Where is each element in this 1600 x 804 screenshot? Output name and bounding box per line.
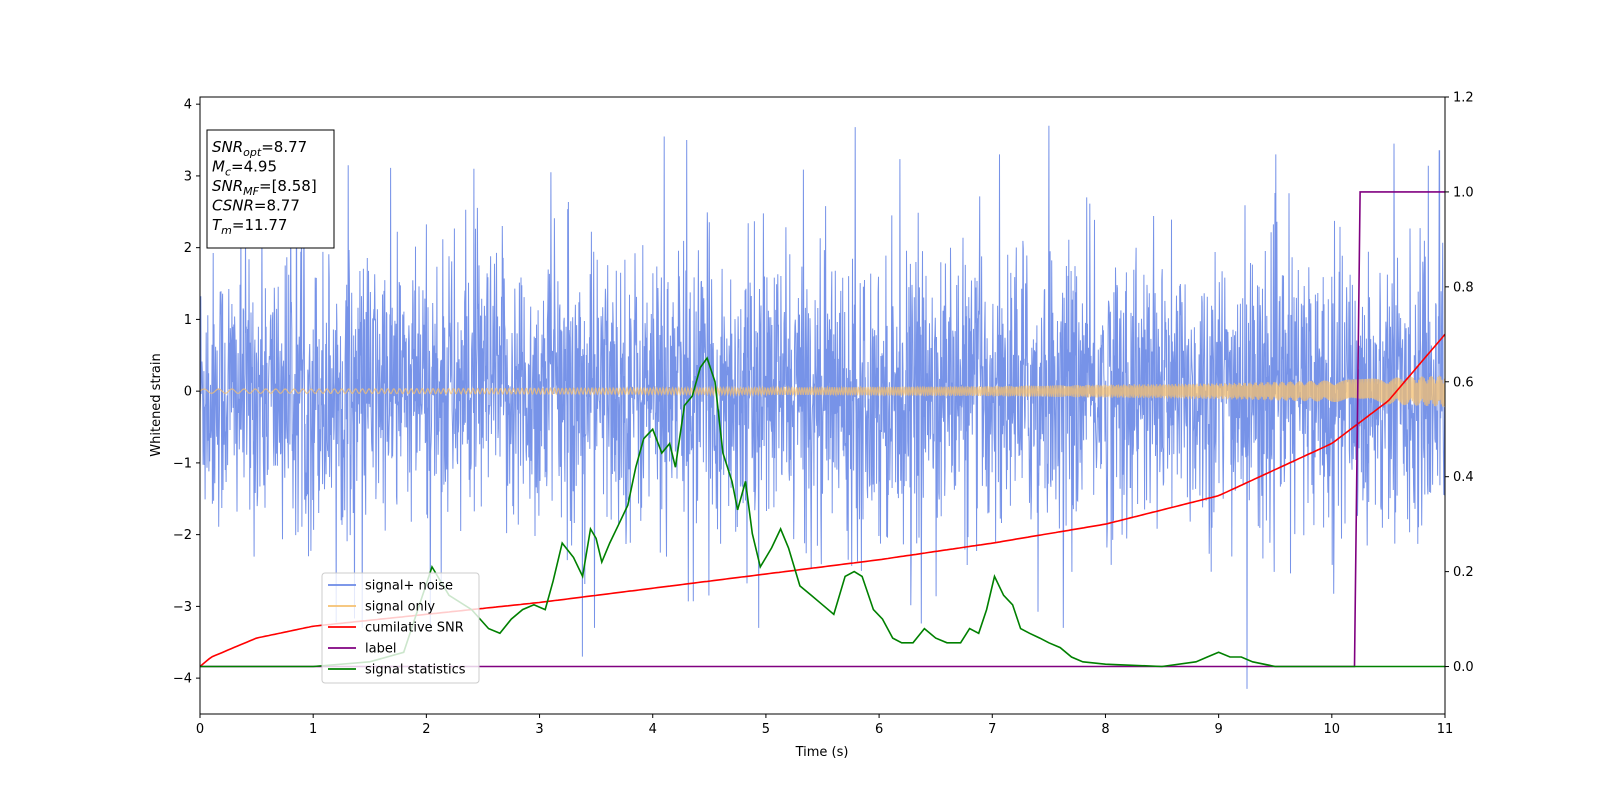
legend-frame: [321, 572, 480, 684]
annotation-box: SNRopt=8.77Mc=4.95SNRMF=[8.58]CSNR=8.77T…: [206, 129, 335, 249]
annotation-frame: [206, 129, 335, 249]
y-right-tick-label: 0.4: [1453, 470, 1474, 485]
x-tick-label: 6: [875, 722, 883, 737]
y-axis-left: −4 −3 −2 −1 0 1 2 3 4: [173, 98, 200, 687]
y-left-tick-label: 3: [184, 169, 192, 184]
y-right-tick-label: 0.6: [1453, 375, 1474, 390]
y-left-tick-label: −4: [173, 672, 192, 687]
annotation-line: CSNR=8.77: [212, 197, 300, 215]
x-tick-label: 11: [1437, 722, 1454, 737]
y-axis-right: 0.0 0.2 0.4 0.6 0.8 1.0 1.2: [1445, 91, 1474, 675]
y-left-tick-label: −3: [173, 600, 192, 615]
legend-entry-label: signal statistics: [365, 663, 466, 678]
legend-entry-label: signal+ noise: [365, 579, 453, 594]
series-label-line: [200, 191, 1445, 668]
x-axis-label: Time (s): [795, 745, 849, 760]
x-tick-label: 2: [422, 722, 430, 737]
x-axis: 0 1 2 3 4 5 6 7 8 9 10 11: [196, 714, 1453, 737]
x-tick-label: 7: [988, 722, 996, 737]
series-signal-statistics-line: [200, 356, 1445, 668]
y-axis-label: Whitened strain: [149, 353, 164, 456]
x-tick-label: 9: [1214, 722, 1222, 737]
y-right-tick-label: 0.8: [1453, 280, 1474, 295]
y-right-tick-label: 1.0: [1453, 185, 1474, 200]
plot-frame: [199, 96, 1446, 715]
annotation-line: Mc=4.95: [212, 158, 277, 179]
legend-entry-label: cumilative SNR: [365, 621, 464, 636]
x-tick-label: 4: [649, 722, 657, 737]
y-left-tick-label: 0: [184, 385, 192, 400]
annotation-line: SNRMF=[8.58]: [212, 177, 317, 198]
x-tick-label: 1: [309, 722, 317, 737]
legend-entry-label: signal only: [365, 600, 435, 615]
y-right-tick-label: 0.2: [1453, 565, 1474, 580]
x-tick-label: 5: [762, 722, 770, 737]
y-right-tick-label: 0.0: [1453, 660, 1474, 675]
annotation-line: Tm=11.77: [212, 216, 287, 237]
legend: signal+ noise signal only cumilative SNR la…: [321, 572, 480, 684]
y-left-tick-label: 4: [184, 98, 192, 113]
x-tick-label: 10: [1324, 722, 1341, 737]
x-tick-label: 3: [535, 722, 543, 737]
y-left-tick-label: 2: [184, 241, 192, 256]
series-signal-only-line: [200, 375, 1445, 407]
y-left-tick-label: 1: [184, 313, 192, 328]
annotation-line: SNRopt=8.77: [212, 138, 307, 159]
legend-entry-label: label: [365, 642, 396, 657]
y-right-tick-label: 1.2: [1453, 91, 1474, 106]
x-tick-label: 8: [1101, 722, 1109, 737]
y-left-tick-label: −1: [173, 456, 192, 471]
series-signal-noise-line: [200, 125, 1445, 689]
x-tick-label: 0: [196, 722, 204, 737]
y-left-tick-label: −2: [173, 528, 192, 543]
